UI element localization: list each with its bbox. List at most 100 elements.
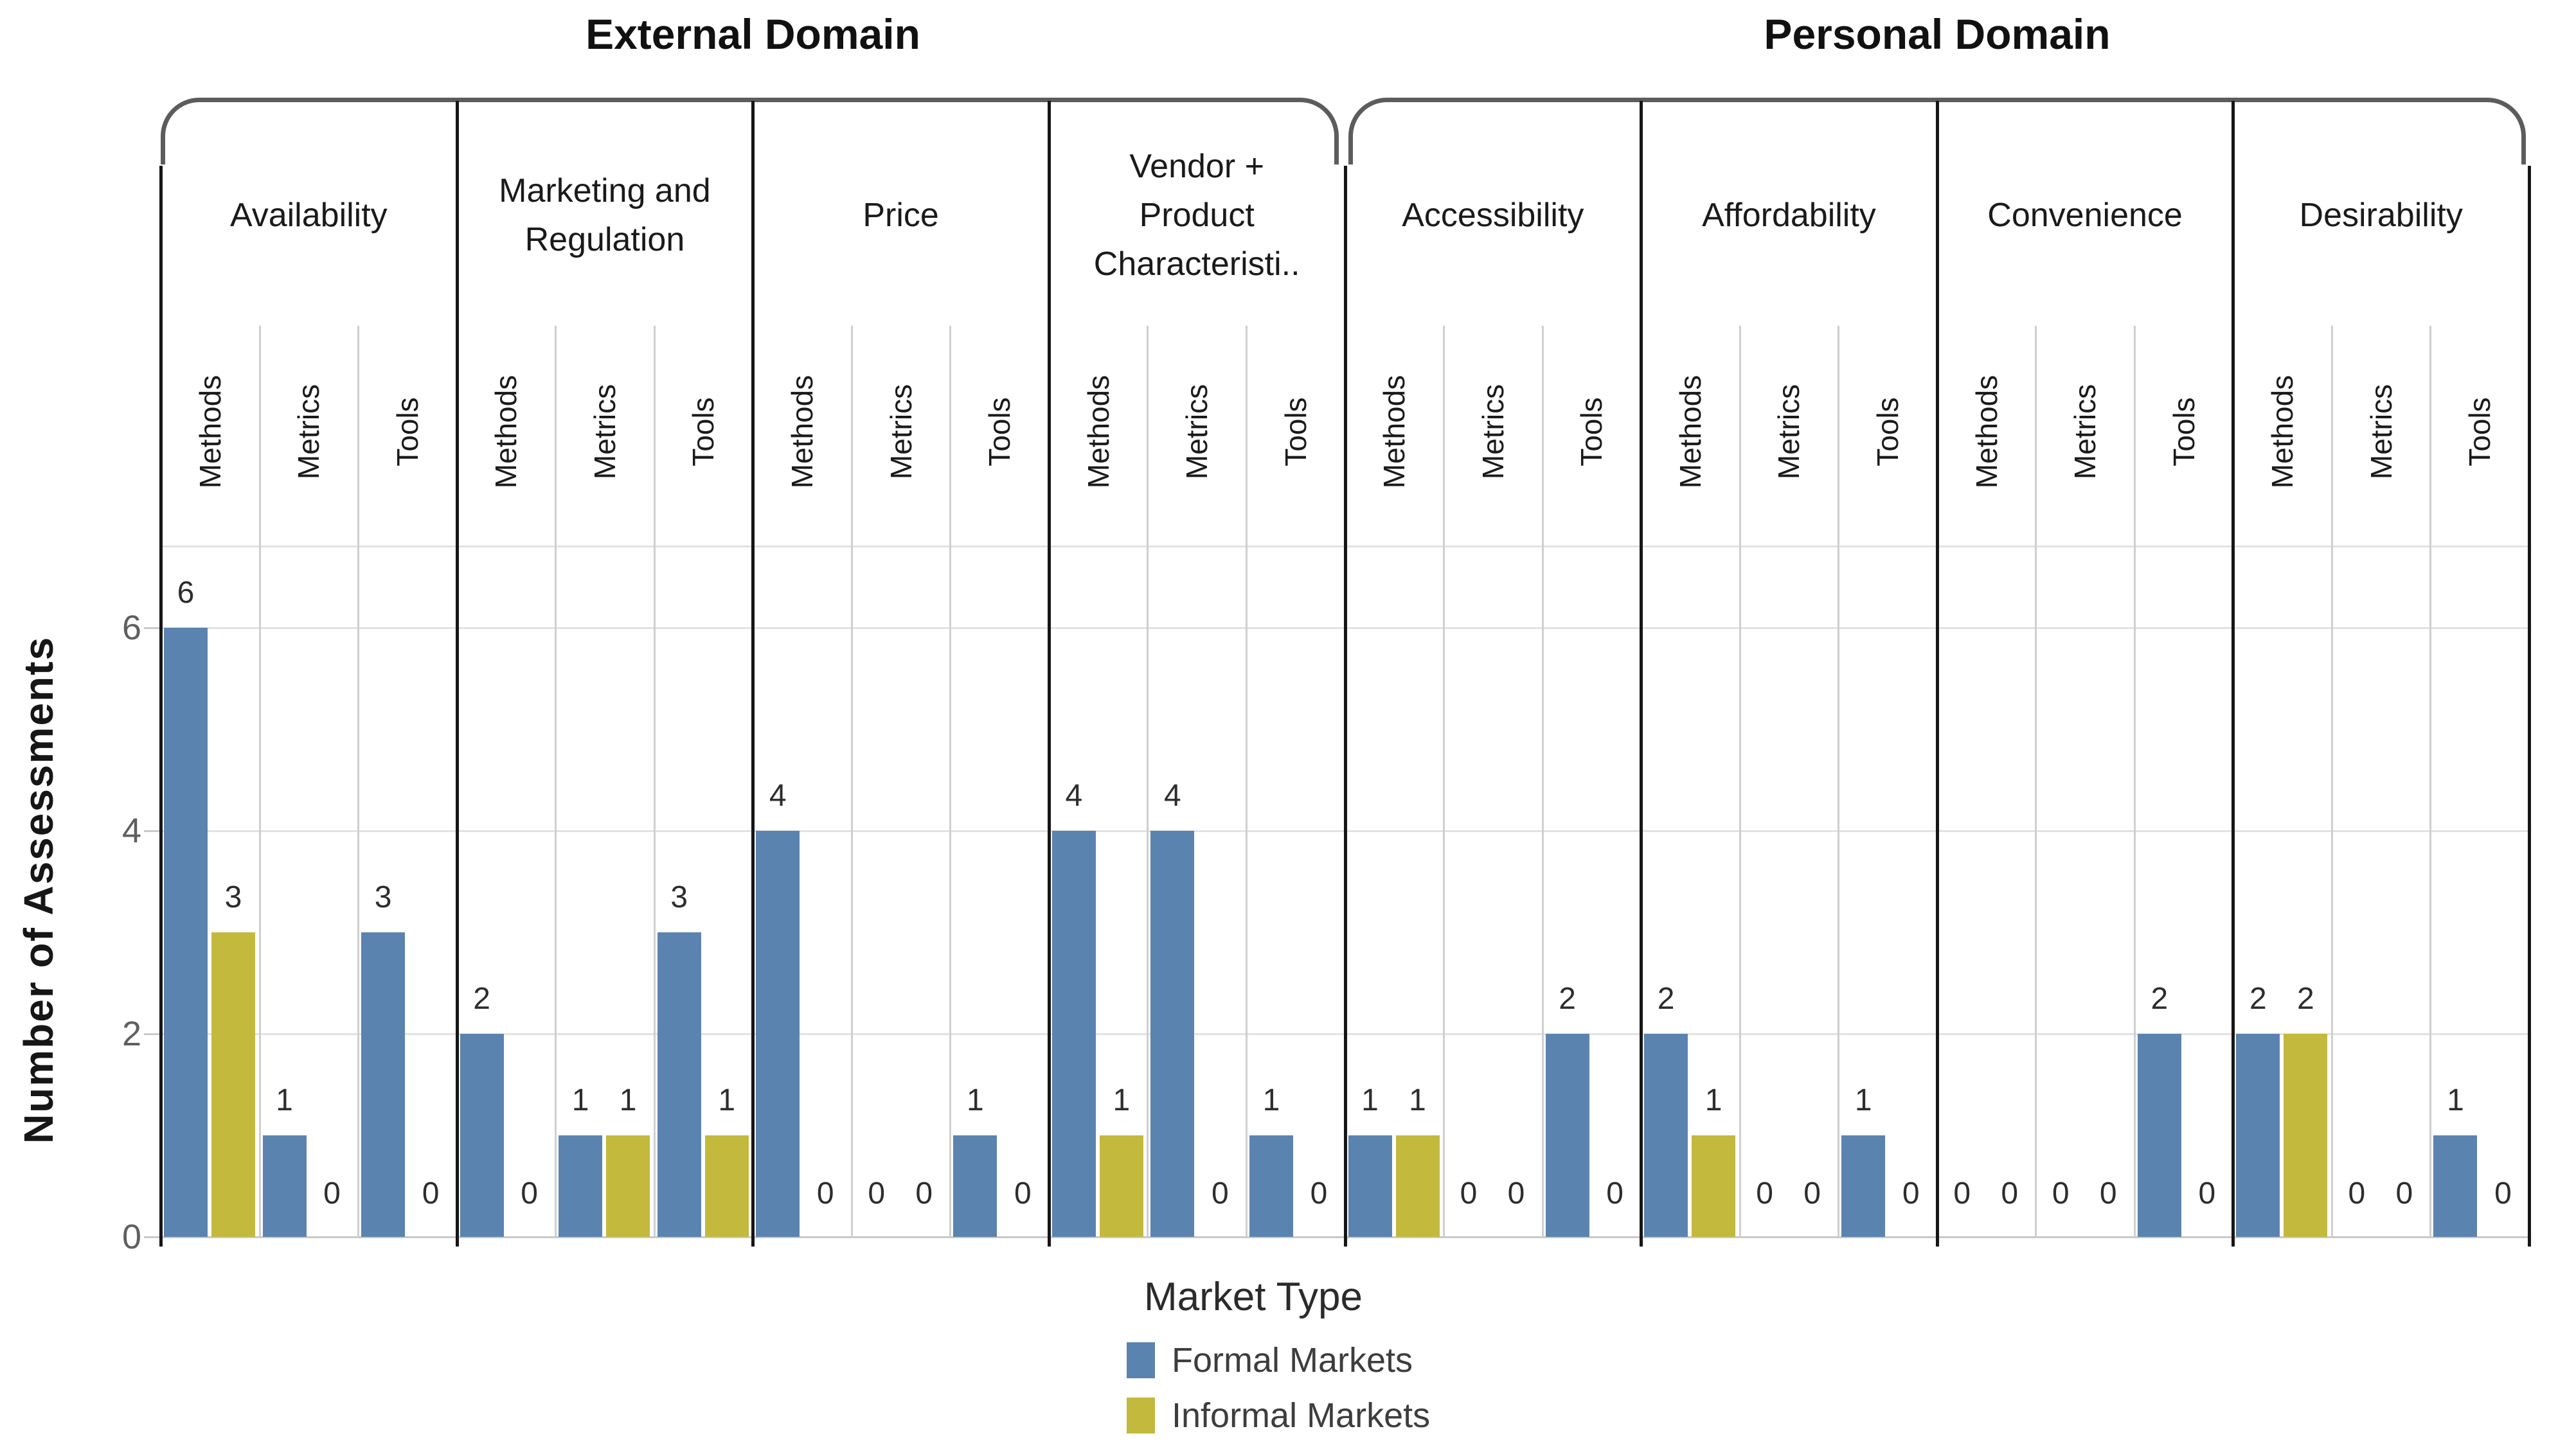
bar-value-label: 4 bbox=[1065, 779, 1083, 813]
panel-divider bbox=[1343, 166, 1347, 1247]
category-header: Desirability bbox=[2299, 197, 2463, 234]
bar-value-label: 1 bbox=[2447, 1083, 2464, 1117]
bar-value-label: 1 bbox=[1409, 1083, 1426, 1117]
zero-value-label: 0 bbox=[2348, 1176, 2366, 1211]
legend-swatch-formal-markets bbox=[1127, 1342, 1155, 1378]
subcolumn-divider bbox=[2035, 326, 2037, 1237]
zero-value-label: 0 bbox=[2395, 1176, 2413, 1211]
zero-value-label: 0 bbox=[1803, 1176, 1821, 1211]
zero-value-label: 0 bbox=[1212, 1176, 1229, 1211]
zero-value-label: 0 bbox=[2099, 1176, 2117, 1211]
bar-value-label: 1 bbox=[966, 1083, 984, 1117]
bar-value-label: 2 bbox=[473, 982, 490, 1016]
bar-formal-markets bbox=[756, 831, 800, 1237]
bar-formal-markets bbox=[2137, 1034, 2181, 1237]
y-tick-label: 4 bbox=[121, 812, 141, 850]
panel-divider bbox=[455, 101, 459, 1247]
subcategory-label: Methods bbox=[2266, 375, 2300, 489]
domain-title-external: External Domain bbox=[586, 10, 920, 58]
y-tick-mark bbox=[144, 627, 161, 629]
subcategory-label: Metrics bbox=[1772, 384, 1806, 480]
bar-formal-markets bbox=[559, 1135, 603, 1237]
legend-title: Market Type bbox=[1143, 1275, 1363, 1319]
subcategory-label: Methods bbox=[1969, 375, 2003, 489]
domain-brace-external bbox=[161, 98, 1339, 164]
bar-value-label: 1 bbox=[619, 1083, 637, 1117]
bar-formal-markets bbox=[1150, 831, 1195, 1237]
category-header: Affordability bbox=[1702, 197, 1876, 234]
subcolumn-divider bbox=[2330, 326, 2333, 1237]
subcategory-label: Tools bbox=[1278, 397, 1312, 466]
y-axis-title: Number of Assessments bbox=[15, 635, 62, 1144]
bar-informal-markets bbox=[704, 1135, 749, 1237]
legend-swatch-informal-markets bbox=[1127, 1398, 1155, 1434]
bar-formal-markets bbox=[1249, 1135, 1293, 1237]
subcolumn-divider bbox=[1245, 326, 1248, 1237]
bar-value-label: 3 bbox=[224, 880, 242, 914]
bar-value-label: 2 bbox=[2249, 982, 2267, 1016]
subcolumn-divider bbox=[949, 326, 952, 1237]
bar-formal-markets bbox=[657, 932, 701, 1237]
bar-value-label: 2 bbox=[1559, 982, 1576, 1016]
subcategory-label: Metrics bbox=[292, 384, 326, 480]
zero-value-label: 0 bbox=[915, 1176, 933, 1211]
bar-informal-markets bbox=[2284, 1034, 2328, 1237]
subcolumn-divider bbox=[1147, 326, 1149, 1237]
bar-value-label: 1 bbox=[571, 1083, 589, 1117]
zero-value-label: 0 bbox=[521, 1176, 538, 1211]
category-header: Availability bbox=[229, 197, 388, 234]
subcategory-label: Metrics bbox=[1180, 384, 1214, 480]
legend-label-formal-markets: Formal Markets bbox=[1172, 1341, 1413, 1380]
domain-title-personal: Personal Domain bbox=[1764, 10, 2111, 58]
legend-item-informal-markets: Informal Markets bbox=[1127, 1396, 1430, 1435]
zero-value-label: 0 bbox=[2494, 1176, 2512, 1211]
zero-value-label: 0 bbox=[1310, 1176, 1328, 1211]
bar-value-label: 1 bbox=[1113, 1083, 1131, 1117]
bar-value-label: 2 bbox=[2151, 982, 2169, 1016]
subcategory-label: Methods bbox=[1081, 375, 1115, 489]
bar-value-label: 3 bbox=[670, 880, 688, 914]
bar-value-label: 1 bbox=[1704, 1083, 1722, 1117]
bar-value-label: 1 bbox=[276, 1083, 293, 1117]
panel-divider bbox=[1935, 101, 1939, 1247]
bar-formal-markets bbox=[1841, 1135, 1886, 1237]
subcategory-label: Tools bbox=[983, 397, 1017, 466]
bar-value-label: 2 bbox=[1657, 982, 1675, 1016]
bar-value-label: 6 bbox=[177, 576, 195, 610]
legend-item-formal-markets: Formal Markets bbox=[1127, 1341, 1413, 1380]
category-header: Accessibility bbox=[1402, 197, 1584, 234]
subcategory-label: Metrics bbox=[1476, 384, 1510, 480]
bar-value-label: 2 bbox=[2297, 982, 2314, 1016]
zero-value-label: 0 bbox=[2001, 1176, 2019, 1211]
zero-value-label: 0 bbox=[1606, 1176, 1623, 1211]
zero-value-label: 0 bbox=[868, 1176, 886, 1211]
panel-divider bbox=[2528, 166, 2531, 1247]
bar-value-label: 4 bbox=[1164, 779, 1181, 813]
bar-informal-markets bbox=[1692, 1135, 1736, 1237]
subcategory-label: Methods bbox=[1673, 375, 1707, 489]
zero-value-label: 0 bbox=[1953, 1176, 1971, 1211]
bar-formal-markets bbox=[1348, 1135, 1392, 1237]
bar-value-label: 1 bbox=[1854, 1083, 1872, 1117]
subcolumn-divider bbox=[1443, 326, 1445, 1237]
subcategory-label: Tools bbox=[2463, 397, 2497, 466]
zero-value-label: 0 bbox=[2052, 1176, 2070, 1211]
panel-divider bbox=[159, 166, 163, 1247]
bar-value-label: 1 bbox=[1361, 1083, 1379, 1117]
panel-divider bbox=[2231, 101, 2235, 1247]
subcategory-label: Tools bbox=[390, 397, 424, 466]
bar-formal-markets bbox=[164, 628, 208, 1237]
bar-formal-markets bbox=[262, 1135, 307, 1237]
y-tick-label: 2 bbox=[121, 1015, 141, 1053]
bar-formal-markets bbox=[2433, 1135, 2478, 1237]
panel-divider bbox=[1640, 101, 1643, 1247]
category-header: Convenience bbox=[1987, 197, 2183, 234]
subcolumn-divider bbox=[1838, 326, 1840, 1237]
subcategory-label: Tools bbox=[2167, 397, 2201, 466]
subcategory-label: Metrics bbox=[587, 384, 622, 480]
zero-value-label: 0 bbox=[816, 1176, 834, 1211]
bar-informal-markets bbox=[1099, 1135, 1143, 1237]
bar-value-label: 1 bbox=[718, 1083, 736, 1117]
panel-divider bbox=[1047, 101, 1051, 1247]
